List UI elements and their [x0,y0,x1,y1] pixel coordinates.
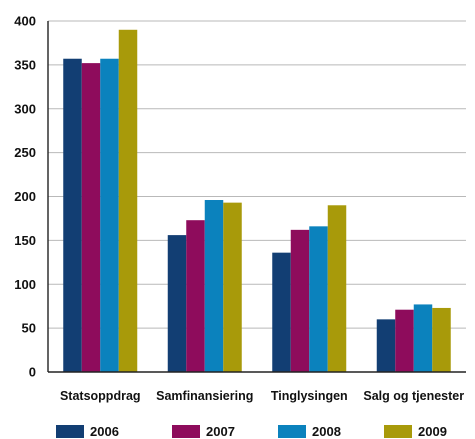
y-tick-label-200: 200 [14,189,36,204]
x-category-labels: Statsoppdrag Samfinansiering Tinglysingen S… [60,389,464,403]
bar-samfinansiering-2009 [223,202,242,372]
bar-tinglysingen-2009 [327,205,347,372]
legend: 2006 2007 2008 2009 [56,424,447,439]
bar-tinglysingen-2008 [309,226,328,372]
bars [63,29,451,373]
y-tick-label-300: 300 [14,101,36,116]
legend-swatch-2006 [56,425,84,438]
y-tick-label-350: 350 [14,57,36,72]
x-category-label-salg-og-tjenester: Salg og tjenester [363,389,464,403]
legend-label-2006: 2006 [90,424,119,439]
legend-swatch-2009 [384,425,412,438]
legend-swatch-2008 [278,425,306,438]
bar-samfinansiering-2007 [186,220,205,372]
bar-samfinansiering-2008 [204,200,224,372]
bar-salg-og-tjenester-2006 [376,319,396,372]
y-tick-label-0: 0 [29,365,36,380]
bar-salg-og-tjenester-2009 [432,307,451,372]
axes [47,21,466,373]
legend-label-2008: 2008 [312,424,341,439]
bar-salg-og-tjenester-2008 [413,304,433,372]
legend-swatch-2007 [172,425,200,438]
bar-statsoppdrag-2008 [100,58,119,373]
bar-samfinansiering-2006 [167,235,187,372]
y-tick-label-250: 250 [14,145,36,160]
legend-label-2007: 2007 [206,424,235,439]
bar-statsoppdrag-2006 [63,58,82,373]
bar-tinglysingen-2006 [272,252,291,372]
bar-statsoppdrag-2007 [81,63,101,373]
bar-salg-og-tjenester-2007 [395,309,414,372]
x-category-label-samfinansiering: Samfinansiering [156,389,253,403]
y-tick-label-100: 100 [14,277,36,292]
x-category-label-statsoppdrag: Statsoppdrag [60,389,141,403]
legend-label-2009: 2009 [418,424,447,439]
bar-statsoppdrag-2009 [118,29,138,373]
y-tick-label-50: 50 [22,321,36,336]
x-category-label-tinglysingen: Tinglysingen [271,389,348,403]
bar-tinglysingen-2007 [290,229,310,372]
y-tick-labels: 0 50 100 150 200 250 300 350 400 [14,14,36,380]
y-tick-label-400: 400 [14,14,36,29]
y-tick-label-150: 150 [14,233,36,248]
